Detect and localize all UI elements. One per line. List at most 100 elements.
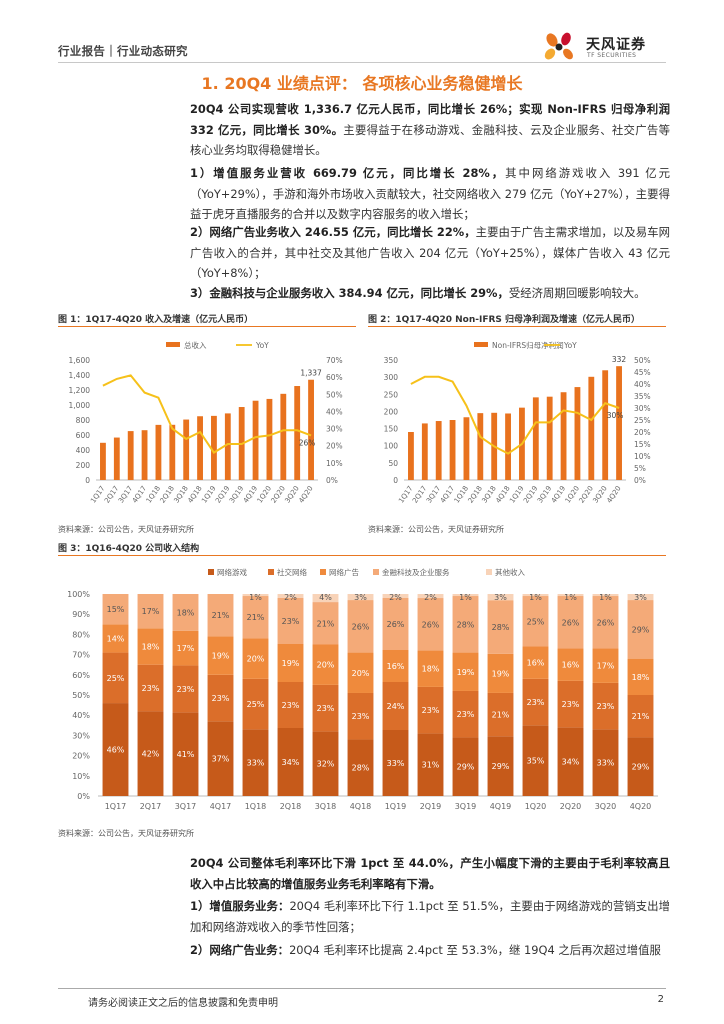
np-ytick-left: 0 (393, 476, 398, 485)
structure-xtick: 3Q19 (455, 802, 477, 811)
fintech-text: 受经济周期回暖影响较大。 (508, 286, 646, 300)
np-bar (560, 392, 567, 480)
structure-bar-segment (347, 692, 374, 740)
page-number: 2 (657, 994, 664, 1005)
rev-ytick-left: 600 (76, 431, 91, 440)
structure-value-label: 21% (317, 619, 335, 628)
structure-value-label: 1% (249, 593, 262, 602)
structure-bar-segment (487, 736, 514, 796)
rev-last-bar-label: 1,337 (300, 369, 322, 378)
structure-value-label: 23% (352, 712, 370, 721)
rev-bar (100, 442, 106, 480)
structure-ytick: 80% (72, 630, 90, 639)
structure-xtick: 3Q20 (595, 802, 617, 811)
structure-bar-segment (312, 602, 339, 645)
structure-bar-segment (277, 598, 304, 644)
structure-bar-segment (487, 692, 514, 737)
structure-bar-segment (417, 598, 444, 651)
rev-legend-bar-swatch (166, 342, 180, 347)
structure-ytick: 40% (72, 711, 90, 720)
rev-ytick-left: 400 (76, 446, 91, 455)
structure-xtick: 2Q19 (420, 802, 442, 811)
rev-ytick-left: 1,000 (69, 401, 91, 410)
vas-margin-text: 20Q4 毛利率环比下行 1.1pct 至 51.5%，主要由于网络游戏的营销支… (190, 899, 670, 934)
structure-value-label: 33% (597, 759, 615, 768)
fintech-paragraph: 3）金融科技与企业服务收入 384.94 亿元，同比增长 29%，受经济周期回暖… (190, 283, 670, 304)
np-ytick-left: 250 (384, 390, 399, 399)
fig2-title: 图 2：1Q17-4Q20 Non-IFRS 归母净利润及增速（亿元人民币） (368, 315, 641, 325)
rev-ytick-right: 30% (326, 425, 343, 434)
rev-bar (211, 415, 217, 480)
structure-ytick: 70% (72, 651, 90, 660)
np-bar (602, 370, 609, 480)
structure-xtick: 1Q18 (245, 802, 267, 811)
structure-bar-segment (207, 594, 234, 637)
structure-value-label: 23% (212, 694, 230, 703)
rev-bar (127, 431, 134, 480)
rev-ytick-right: 20% (326, 442, 343, 451)
structure-value-label: 17% (142, 607, 160, 616)
structure-xtick: 3Q17 (175, 802, 197, 811)
structure-value-label: 28% (492, 623, 510, 632)
structure-bar-segment (522, 725, 549, 796)
np-legend-bar-swatch (474, 342, 488, 347)
structure-bar-segment (487, 594, 514, 601)
np-ytick-left: 300 (384, 373, 399, 382)
structure-ytick: 10% (72, 772, 90, 781)
structure-value-label: 21% (632, 712, 650, 721)
rev-bar (183, 419, 190, 480)
np-bar (588, 376, 595, 480)
structure-bar-segment (102, 652, 129, 704)
structure-value-label: 16% (562, 661, 580, 670)
structure-bar-segment (487, 653, 514, 693)
np-ytick-right: 15% (634, 440, 651, 449)
structure-value-label: 19% (492, 669, 510, 678)
fig2-title-rule (368, 326, 666, 327)
structure-value-label: 23% (142, 684, 160, 693)
structure-bar-segment (417, 650, 444, 687)
structure-value-label: 20% (317, 661, 335, 670)
structure-bar-segment (557, 594, 584, 597)
structure-bar-segment (557, 680, 584, 728)
vas-margin-lead: 1）增值服务业务： (190, 899, 290, 913)
structure-bar-segment (242, 638, 269, 679)
structure-value-label: 18% (177, 608, 195, 617)
structure-value-label: 23% (282, 701, 300, 710)
structure-bar-segment (242, 678, 269, 730)
ads-text: 主要由于广告主需求增加，以及易车网广告收入的合并，其中社交及其他广告收入 204… (190, 225, 670, 280)
structure-bar-segment (592, 682, 619, 730)
fig3-title: 图 3：1Q16-4Q20 公司收入结构 (58, 544, 200, 554)
structure-value-label: 28% (457, 620, 475, 629)
np-ytick-left: 50 (388, 459, 398, 468)
structure-value-label: 15% (107, 605, 125, 614)
fig1-source: 资料来源：公司公告，天风证券研究所 (58, 525, 194, 534)
structure-legend-label: 其他收入 (495, 567, 525, 577)
fig3-source: 资料来源：公司公告，天风证券研究所 (58, 829, 194, 838)
fig2-source: 资料来源：公司公告，天风证券研究所 (368, 525, 504, 534)
structure-bar-segment (627, 737, 654, 796)
structure-value-label: 29% (492, 762, 510, 771)
structure-value-label: 20% (352, 669, 370, 678)
rev-ytick-right: 10% (326, 459, 343, 468)
structure-value-label: 26% (422, 620, 440, 629)
structure-value-label: 26% (352, 622, 370, 631)
structure-ytick: 100% (67, 590, 90, 599)
structure-xtick: 4Q18 (350, 802, 372, 811)
structure-bar-segment (417, 594, 444, 599)
structure-bar-segment (137, 664, 164, 712)
structure-value-label: 16% (387, 662, 405, 671)
structure-bar-segment (627, 695, 654, 738)
np-ytick-right: 45% (634, 368, 651, 377)
structure-xtick: 4Q20 (630, 802, 652, 811)
structure-value-label: 21% (492, 711, 510, 720)
structure-legend-label: 网络游戏 (217, 567, 247, 577)
rev-bar (266, 398, 273, 480)
structure-bar-segment (312, 684, 339, 732)
structure-bar-segment (417, 686, 444, 734)
rev-bar (224, 413, 231, 480)
np-legend-line-label: YoY (563, 341, 577, 350)
structure-value-label: 1% (459, 593, 472, 602)
structure-ytick: 60% (72, 671, 90, 680)
structure-legend-label: 社交网络 (277, 567, 307, 577)
structure-bar-segment (277, 644, 304, 682)
